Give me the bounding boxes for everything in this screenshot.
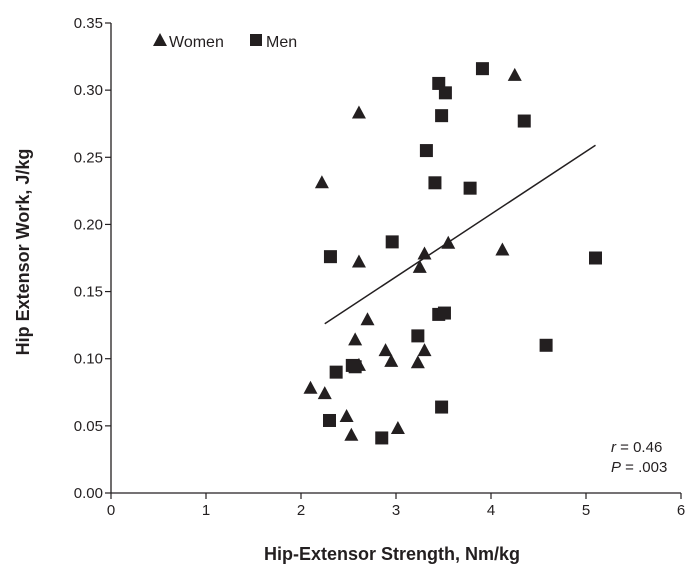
statistics-annotation: r = 0.46 P = .003: [611, 439, 667, 476]
data-point-women: [351, 254, 366, 268]
data-point-men: [375, 431, 389, 445]
x-axis-title: Hip-Extensor Strength, Nm/kg: [264, 544, 520, 564]
data-point-men: [475, 62, 489, 76]
data-point-women: [410, 355, 425, 369]
data-point-men: [435, 400, 449, 414]
x-tick-label: 6: [677, 502, 685, 519]
data-point-men: [323, 413, 336, 427]
axes: [105, 22, 682, 499]
y-tick-label: 0.15: [74, 284, 103, 301]
x-tick-label: 1: [202, 502, 210, 519]
x-tick-label: 3: [392, 502, 400, 519]
x-tick-label: 5: [582, 502, 590, 519]
data-points: [303, 62, 602, 445]
p-value-value: = .003: [621, 459, 667, 476]
trendline: [324, 144, 596, 325]
data-point-women: [303, 380, 318, 394]
data-point-women: [339, 408, 354, 422]
correlation-symbol: r: [611, 439, 617, 456]
data-point-men: [435, 109, 449, 123]
data-point-women: [495, 242, 510, 256]
data-point-women: [507, 67, 522, 81]
data-point-men: [437, 306, 451, 320]
x-tick-label: 2: [297, 502, 305, 519]
y-tick-label: 0.10: [74, 351, 103, 368]
data-point-men: [438, 86, 452, 100]
legend-label-women: Women: [169, 34, 224, 51]
y-tick-label: 0.30: [74, 82, 103, 99]
x-tick-label: 4: [487, 502, 495, 519]
y-tick-label: 0.20: [74, 216, 103, 233]
data-point-men: [329, 365, 343, 379]
correlation-value: = 0.46: [616, 439, 662, 456]
data-point-men: [348, 360, 362, 374]
data-point-women: [314, 175, 329, 189]
data-point-men: [411, 329, 425, 343]
data-point-women: [348, 332, 363, 346]
legend-marker-women: [153, 33, 167, 46]
p-value-text: P = .003: [611, 459, 667, 476]
data-point-women: [351, 105, 366, 119]
data-point-women: [412, 259, 427, 273]
data-point-men: [323, 250, 337, 264]
data-point-women: [417, 246, 432, 260]
y-tick-label: 0.25: [74, 149, 103, 166]
data-point-men: [463, 181, 477, 195]
y-tick-label: 0.05: [74, 418, 103, 435]
x-tick-label: 0: [107, 502, 115, 519]
y-axis-title: Hip Extensor Work, J/kg: [13, 149, 33, 356]
data-point-women: [378, 343, 393, 357]
p-value-symbol: P: [611, 459, 621, 476]
legend-label-men: Men: [266, 34, 297, 51]
data-point-men: [539, 338, 553, 352]
data-point-women: [360, 312, 375, 326]
data-point-women: [344, 427, 359, 441]
data-point-men: [517, 114, 531, 128]
data-point-men: [428, 176, 442, 190]
data-point-women: [441, 235, 456, 249]
y-tick-label: 0.35: [74, 15, 103, 32]
data-point-women: [417, 343, 432, 357]
tick-labels: 0.00 0.05 0.10 0.15 0.20 0.25 0.30 0.35 0 1 2 3 4 5 6: [74, 15, 685, 519]
data-point-men: [589, 251, 602, 265]
legend-marker-men: [250, 34, 262, 46]
correlation-text: r = 0.46: [611, 439, 662, 456]
legend: Women Men: [153, 33, 297, 51]
data-point-women: [390, 421, 405, 435]
data-point-men: [385, 235, 399, 249]
data-point-women: [384, 353, 399, 367]
data-point-women: [317, 386, 332, 400]
data-point-men: [419, 144, 433, 158]
trendline-group: [324, 144, 596, 325]
y-tick-label: 0.00: [74, 485, 103, 502]
